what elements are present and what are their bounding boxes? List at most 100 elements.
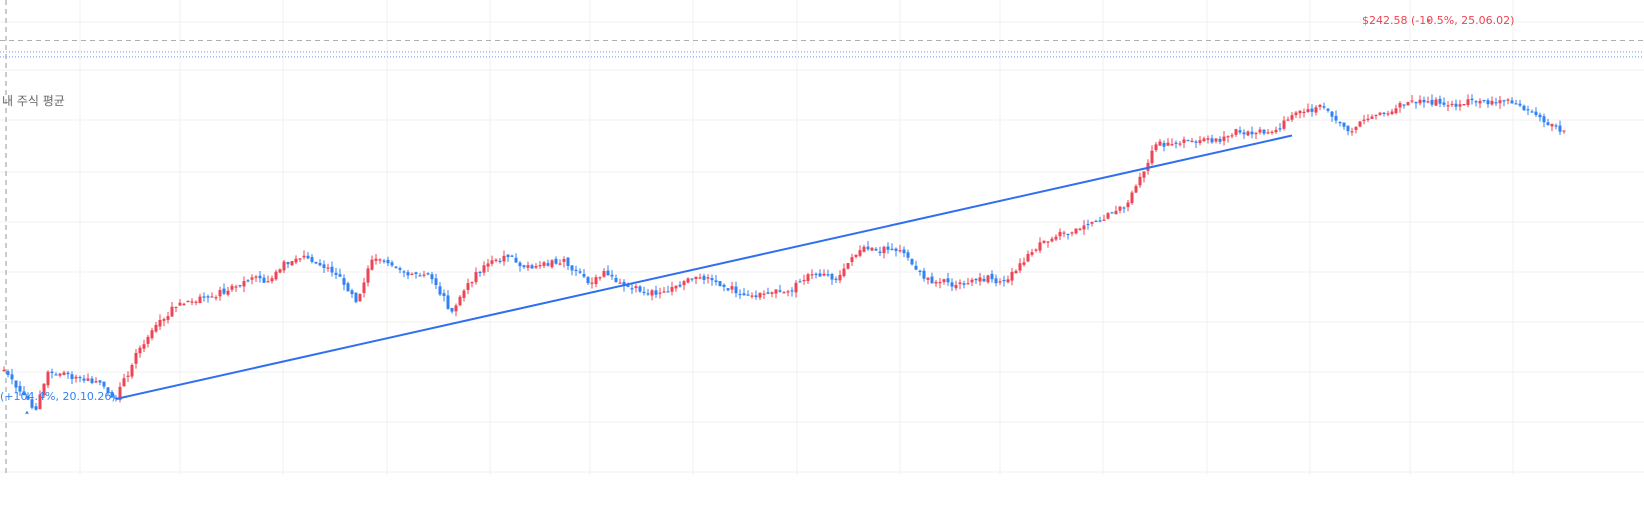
candle-body (1098, 220, 1102, 222)
candle-body (42, 383, 46, 396)
candle-body (658, 292, 662, 294)
candle-body (126, 375, 130, 377)
candle-body (874, 248, 878, 251)
candle-body (1154, 144, 1158, 151)
candle-body (1158, 141, 1162, 146)
candle-body (1226, 136, 1230, 138)
candle-body (1338, 122, 1342, 124)
candle-body (1510, 100, 1514, 104)
candle-body (626, 284, 630, 287)
candle-body (198, 296, 202, 304)
candle-body (922, 270, 926, 279)
candle-body (926, 277, 930, 280)
candle-body (1286, 119, 1290, 121)
candle-body (1442, 102, 1446, 105)
candle-body (1518, 103, 1522, 106)
candle-body (454, 305, 458, 312)
candle-body (174, 306, 178, 309)
candle-body (898, 250, 902, 252)
candle-body (1534, 111, 1538, 116)
candle-body (294, 258, 298, 263)
candle-body (1110, 212, 1114, 214)
candle-body (694, 276, 698, 280)
candle-body (1418, 99, 1422, 104)
candle-body (238, 285, 242, 287)
low-price-label: (+104.4%, 20.10.26) (0, 390, 116, 403)
candle-body (218, 290, 222, 297)
candle-body (886, 246, 890, 250)
candle-body (866, 246, 870, 250)
candle-body (1006, 279, 1010, 283)
candle-body (530, 265, 534, 269)
candle-body (610, 274, 614, 277)
candle-body (222, 288, 226, 294)
candle-body (1270, 131, 1274, 134)
candle-body (1266, 132, 1270, 134)
candle-body (934, 281, 938, 284)
candle-body (1422, 99, 1426, 103)
candle-body (1414, 101, 1418, 104)
candle-body (650, 290, 654, 296)
candle-body (1030, 252, 1034, 255)
candle-body (466, 283, 470, 290)
candle-body (1450, 103, 1454, 106)
candle-body (746, 294, 750, 296)
candle-body (1094, 220, 1098, 223)
candle-body (1482, 99, 1486, 102)
candle-body (546, 263, 550, 266)
candle-body (1190, 140, 1194, 143)
candle-body (682, 281, 686, 286)
candle-body (674, 285, 678, 289)
candle-body (358, 294, 362, 302)
candle-body (526, 265, 530, 268)
candle-body (1470, 98, 1474, 101)
candle-body (118, 386, 122, 400)
candle-body (498, 260, 502, 262)
candle-body (718, 281, 722, 287)
candle-body (162, 319, 166, 321)
candle-body (1458, 104, 1462, 107)
candle-body (82, 378, 86, 381)
candle-body (642, 291, 646, 294)
candle-body (250, 277, 254, 280)
candle-body (870, 247, 874, 251)
candle-body (78, 376, 82, 379)
candle-body (618, 282, 622, 284)
low-marker-icon (25, 410, 29, 414)
candle-body (1162, 142, 1166, 147)
candle-body (158, 320, 162, 327)
candle-body (486, 263, 490, 267)
candle-body (614, 277, 618, 283)
candle-body (1170, 144, 1174, 146)
candle-body (34, 406, 38, 410)
candle-body (958, 282, 962, 285)
candle-body (38, 394, 42, 410)
candle-body (278, 269, 282, 273)
candle-body (534, 265, 538, 268)
candle-body (374, 258, 378, 261)
candle-body (790, 290, 794, 292)
candle-body (1394, 108, 1398, 114)
candle-body (1306, 109, 1310, 113)
candle-body (1002, 279, 1006, 282)
candle-body (90, 378, 94, 384)
candle-body (186, 300, 190, 303)
candle-body (102, 381, 106, 387)
candle-body (670, 287, 674, 292)
candle-body (390, 262, 394, 266)
candle-body (1166, 142, 1170, 146)
candle-body (482, 265, 486, 273)
candle-body (1438, 98, 1442, 104)
candle-body (1358, 121, 1362, 127)
candle-body (1222, 136, 1226, 141)
high-marker-icon (1427, 19, 1431, 23)
candle-body (202, 296, 206, 298)
candle-body (1022, 262, 1026, 265)
candle-body (370, 259, 374, 270)
candle-body (18, 385, 22, 392)
candle-body (590, 282, 594, 284)
candle-body (1010, 271, 1014, 281)
candle-body (1362, 119, 1366, 121)
candle-body (430, 274, 434, 280)
